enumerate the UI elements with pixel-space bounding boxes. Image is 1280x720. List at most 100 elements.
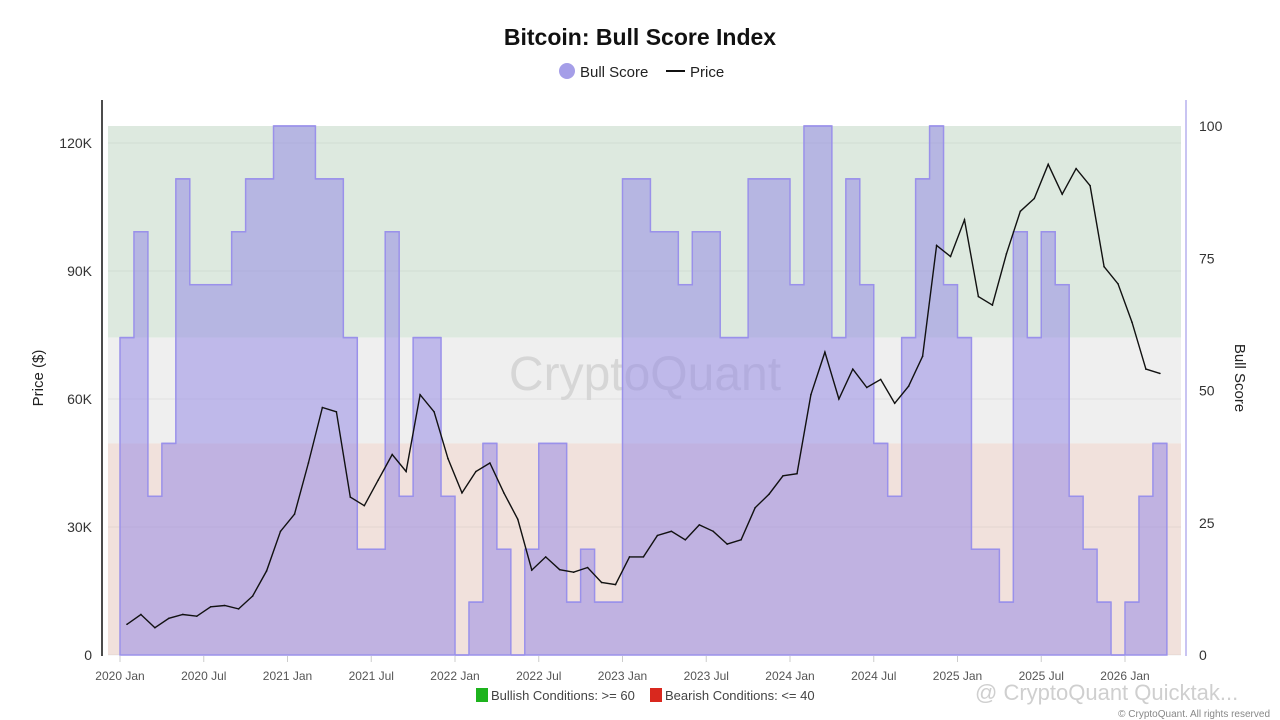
x-tick-label: 2023 Jul: [684, 669, 729, 683]
bullish-swatch: [476, 688, 488, 702]
x-tick-label: 2024 Jul: [851, 669, 896, 683]
price-point: [600, 581, 603, 584]
price-point: [1075, 167, 1077, 170]
price-point: [614, 583, 617, 586]
bullish-label: Bullish Conditions: >= 60: [491, 688, 635, 703]
price-point: [656, 534, 659, 537]
y-right-tick-label: 0: [1199, 647, 1207, 663]
price-point: [530, 569, 533, 571]
price-point: [824, 351, 826, 353]
price-point: [642, 556, 645, 558]
y-left-tick-label: 60K: [67, 391, 93, 407]
price-point: [963, 219, 966, 221]
price-point: [1061, 193, 1063, 195]
price-point: [335, 411, 338, 413]
price-point: [726, 543, 728, 545]
price-point: [517, 518, 519, 521]
price-point: [852, 368, 854, 370]
price-point: [628, 556, 631, 558]
x-tick-label: 2022 Jul: [516, 669, 561, 683]
price-point: [391, 453, 393, 456]
x-tick-label: 2023 Jan: [598, 669, 647, 683]
price-point: [698, 524, 701, 526]
price-point: [782, 475, 784, 477]
price-point: [768, 493, 770, 495]
price-point: [265, 570, 268, 572]
x-tick-label: 2021 Jan: [263, 669, 312, 683]
y-left-tick-label: 120K: [59, 135, 92, 151]
price-point: [838, 398, 840, 400]
y-right-tick-label: 25: [1199, 515, 1215, 531]
x-tick-label: 2025 Jul: [1019, 669, 1064, 683]
price-point: [558, 568, 561, 571]
price-point: [237, 608, 240, 610]
chart-title: Bitcoin: Bull Score Index: [504, 24, 776, 50]
price-point: [572, 571, 575, 574]
legend-price[interactable]: Price: [690, 64, 724, 81]
footer-brand-watermark: @ CryptoQuant Quicktak...: [975, 680, 1238, 705]
price-point: [754, 507, 756, 509]
price-point: [949, 255, 952, 258]
price-point: [405, 470, 407, 473]
price-point: [1019, 210, 1022, 213]
x-tick-label: 2020 Jul: [181, 669, 226, 683]
price-point: [279, 530, 282, 533]
x-tick-label: 2022 Jan: [430, 669, 479, 683]
price-point: [154, 626, 156, 629]
x-tick-label: 2024 Jan: [765, 669, 814, 683]
price-point: [810, 393, 812, 396]
price-point: [935, 244, 938, 247]
x-tick-label: 2021 Jul: [349, 669, 394, 683]
price-point: [140, 613, 142, 616]
y-right-tick-label: 75: [1199, 250, 1215, 266]
price-point: [195, 615, 198, 617]
x-tick-label: 2020 Jan: [95, 669, 144, 683]
price-point: [879, 378, 882, 381]
bearish-label: Bearish Conditions: <= 40: [665, 688, 815, 703]
x-tick-label: 2026 Jan: [1100, 669, 1149, 683]
legend-bull-score[interactable]: Bull Score: [580, 64, 648, 81]
legend[interactable]: Bull Score Price: [559, 63, 724, 81]
price-point: [503, 492, 505, 494]
y-left-tick-label: 30K: [67, 519, 93, 535]
price-point: [209, 605, 212, 608]
price-point: [991, 304, 994, 306]
y-right-tick-label: 50: [1199, 383, 1215, 399]
price-point: [1145, 368, 1147, 370]
band-legend: Bullish Conditions: >= 60 Bearish Condit…: [476, 688, 815, 703]
price-point: [489, 462, 491, 464]
footer-rights: © CryptoQuant. All rights reserved: [1118, 709, 1270, 720]
price-point: [461, 492, 463, 494]
price-point: [921, 355, 924, 358]
price-point: [1159, 372, 1161, 375]
price-point: [796, 472, 798, 475]
price-point: [1117, 283, 1119, 285]
price-point: [126, 623, 128, 626]
price-point: [377, 479, 380, 481]
price-point: [670, 530, 673, 533]
price-point: [168, 617, 170, 620]
price-point: [1033, 197, 1036, 200]
legend-bull-score-marker: [559, 63, 575, 79]
y-right-tick-label: 100: [1199, 118, 1223, 134]
y-axis-right-label: Bull Score: [1231, 344, 1248, 412]
price-point: [447, 457, 449, 460]
price-point: [349, 496, 352, 498]
price-point: [1089, 184, 1091, 187]
price-point: [475, 470, 477, 473]
price-point: [182, 613, 184, 616]
price-point: [893, 402, 896, 405]
price-point: [977, 295, 980, 298]
price-point: [419, 393, 421, 396]
y-left-tick-label: 0: [84, 647, 92, 663]
price-point: [586, 566, 589, 569]
price-point: [1103, 265, 1105, 268]
price-point: [321, 406, 324, 409]
price-point: [684, 539, 687, 541]
price-point: [1047, 163, 1050, 166]
x-tick-label: 2025 Jan: [933, 669, 982, 683]
price-point: [740, 539, 742, 541]
bearish-swatch: [650, 688, 662, 702]
price-point: [907, 385, 910, 388]
